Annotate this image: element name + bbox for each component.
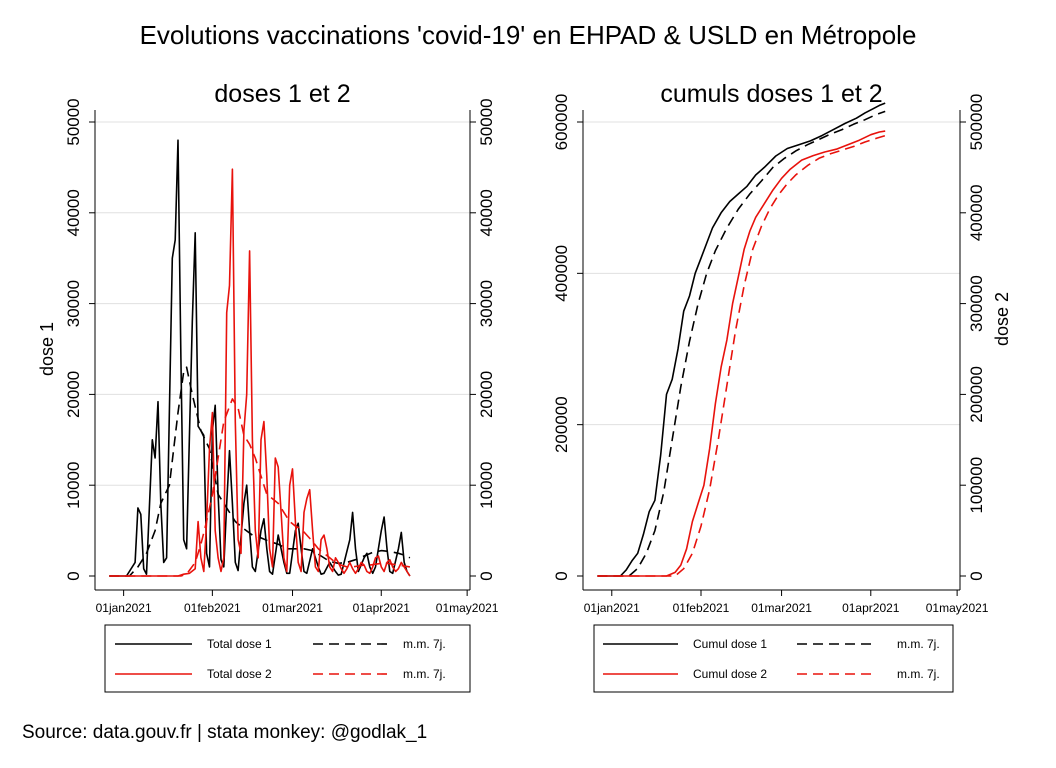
source-note: Source: data.gouv.fr | stata monkey: @go…	[22, 722, 428, 743]
panel-title: cumuls doses 1 et 2	[660, 80, 882, 108]
x-tick-label: 01mar2021	[262, 601, 323, 615]
legend-label: Cumul dose 2	[693, 667, 767, 681]
legend-label: Total dose 1	[207, 637, 272, 651]
x-tick-label: 01may2021	[436, 601, 499, 615]
y-right-tick-label: 400000	[967, 184, 986, 241]
series-line-1	[597, 110, 886, 577]
panel-cumuls: cumuls doses 1 et 2020000040000060000001…	[552, 80, 1012, 693]
series-line-1	[109, 366, 411, 577]
y-tick-label: 40000	[64, 189, 83, 236]
y-right-tick-label: 300000	[967, 275, 986, 332]
series-line-2	[597, 130, 886, 577]
y-tick-label: 400000	[552, 245, 571, 302]
y-right-tick-label: 30000	[477, 280, 496, 327]
y-tick-label: 20000	[64, 371, 83, 418]
x-tick-label: 01may2021	[926, 601, 989, 615]
x-tick-label: 01apr2021	[353, 601, 411, 615]
legend-label: Total dose 2	[207, 667, 272, 681]
x-tick-label: 01apr2021	[842, 601, 900, 615]
x-tick-label: 01feb2021	[184, 601, 241, 615]
legend-box	[104, 624, 471, 693]
legend-label: m.m. 7j.	[403, 637, 446, 651]
legend-label: m.m. 7j.	[897, 637, 940, 651]
legend-label: Cumul dose 1	[693, 637, 767, 651]
x-tick-label: 01feb2021	[673, 601, 730, 615]
y-right-tick-label: 0	[967, 571, 986, 580]
y-tick-label: 30000	[64, 280, 83, 327]
y-tick-label: 50000	[64, 98, 83, 145]
y-right-tick-label: 20000	[477, 371, 496, 418]
legend-label: m.m. 7j.	[403, 667, 446, 681]
y-right-tick-label: 0	[477, 571, 496, 580]
y-tick-label: 0	[64, 571, 83, 580]
series-line-3	[597, 134, 886, 577]
series-line-0	[109, 139, 411, 577]
y-axis-label: dose 1	[37, 322, 57, 376]
legend-label: m.m. 7j.	[897, 667, 940, 681]
y-tick-label: 200000	[552, 396, 571, 453]
series-line-2	[109, 168, 411, 577]
y-right-tick-label: 50000	[477, 98, 496, 145]
legend-box	[593, 624, 954, 693]
y-tick-label: 600000	[552, 94, 571, 151]
y-tick-label: 0	[552, 571, 571, 580]
y-right-tick-label: 10000	[477, 462, 496, 509]
y-axis-label-right: dose 2	[992, 292, 1012, 346]
x-tick-label: 01mar2021	[751, 601, 812, 615]
series-line-3	[109, 398, 411, 577]
panel-title: doses 1 et 2	[214, 80, 350, 108]
y-right-tick-label: 100000	[967, 457, 986, 514]
y-right-tick-label: 40000	[477, 189, 496, 236]
y-tick-label: 10000	[64, 462, 83, 509]
y-right-tick-label: 500000	[967, 94, 986, 151]
series-line-0	[597, 102, 886, 577]
y-right-tick-label: 200000	[967, 366, 986, 423]
panel-doses: doses 1 et 20100002000030000400005000001…	[37, 80, 499, 693]
main-title: Evolutions vaccinations 'covid-19' en EH…	[139, 20, 917, 50]
x-tick-label: 01jan2021	[96, 601, 152, 615]
x-tick-label: 01jan2021	[584, 601, 640, 615]
